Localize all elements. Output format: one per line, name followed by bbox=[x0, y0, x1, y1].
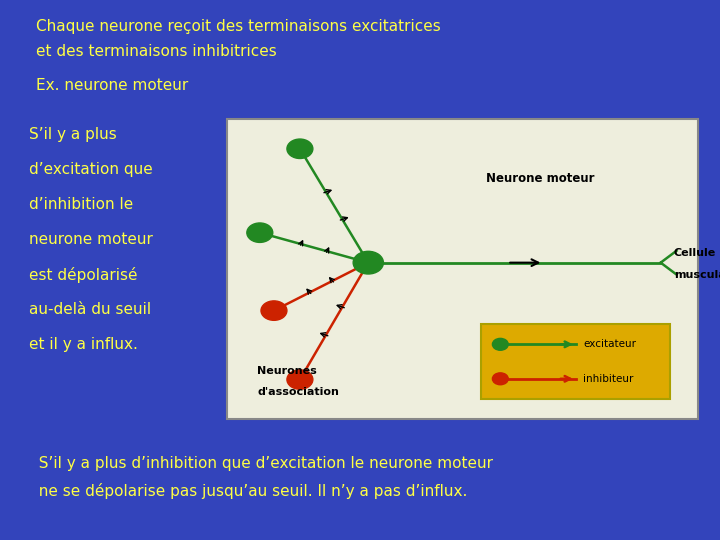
Text: d'association: d'association bbox=[258, 387, 339, 397]
Bar bbox=[227, 119, 698, 419]
Text: d’excitation que: d’excitation que bbox=[29, 162, 153, 177]
Text: inhibiteur: inhibiteur bbox=[583, 374, 634, 384]
Text: Neurone moteur: Neurone moteur bbox=[486, 172, 595, 185]
Text: musculaire: musculaire bbox=[674, 269, 720, 280]
Text: Chaque neurone reçoit des terminaisons excitatrices: Chaque neurone reçoit des terminaisons e… bbox=[36, 19, 441, 34]
Text: ne se dépolarise pas jusqu’au seuil. Il n’y a pas d’influx.: ne se dépolarise pas jusqu’au seuil. Il … bbox=[29, 483, 467, 500]
Text: excitateur: excitateur bbox=[583, 339, 636, 349]
Text: est dépolarisé: est dépolarisé bbox=[29, 267, 138, 284]
Circle shape bbox=[354, 251, 384, 274]
Text: S’il y a plus: S’il y a plus bbox=[29, 127, 117, 142]
Circle shape bbox=[247, 223, 273, 242]
Text: Ex. neurone moteur: Ex. neurone moteur bbox=[36, 78, 188, 93]
Text: d’inhibition le: d’inhibition le bbox=[29, 197, 133, 212]
Text: Neurones: Neurones bbox=[258, 366, 318, 376]
Text: Cellule: Cellule bbox=[674, 248, 716, 258]
Bar bbox=[482, 324, 670, 399]
Text: au-delà du seuil: au-delà du seuil bbox=[29, 302, 151, 318]
Circle shape bbox=[287, 139, 313, 159]
Text: neurone moteur: neurone moteur bbox=[29, 232, 153, 247]
Text: et des terminaisons inhibitrices: et des terminaisons inhibitrices bbox=[36, 44, 276, 59]
Circle shape bbox=[492, 339, 508, 350]
Text: S’il y a plus d’inhibition que d’excitation le neurone moteur: S’il y a plus d’inhibition que d’excitat… bbox=[29, 456, 492, 471]
Circle shape bbox=[492, 373, 508, 384]
Text: et il y a influx.: et il y a influx. bbox=[29, 338, 138, 353]
Circle shape bbox=[261, 301, 287, 320]
Circle shape bbox=[287, 370, 313, 389]
